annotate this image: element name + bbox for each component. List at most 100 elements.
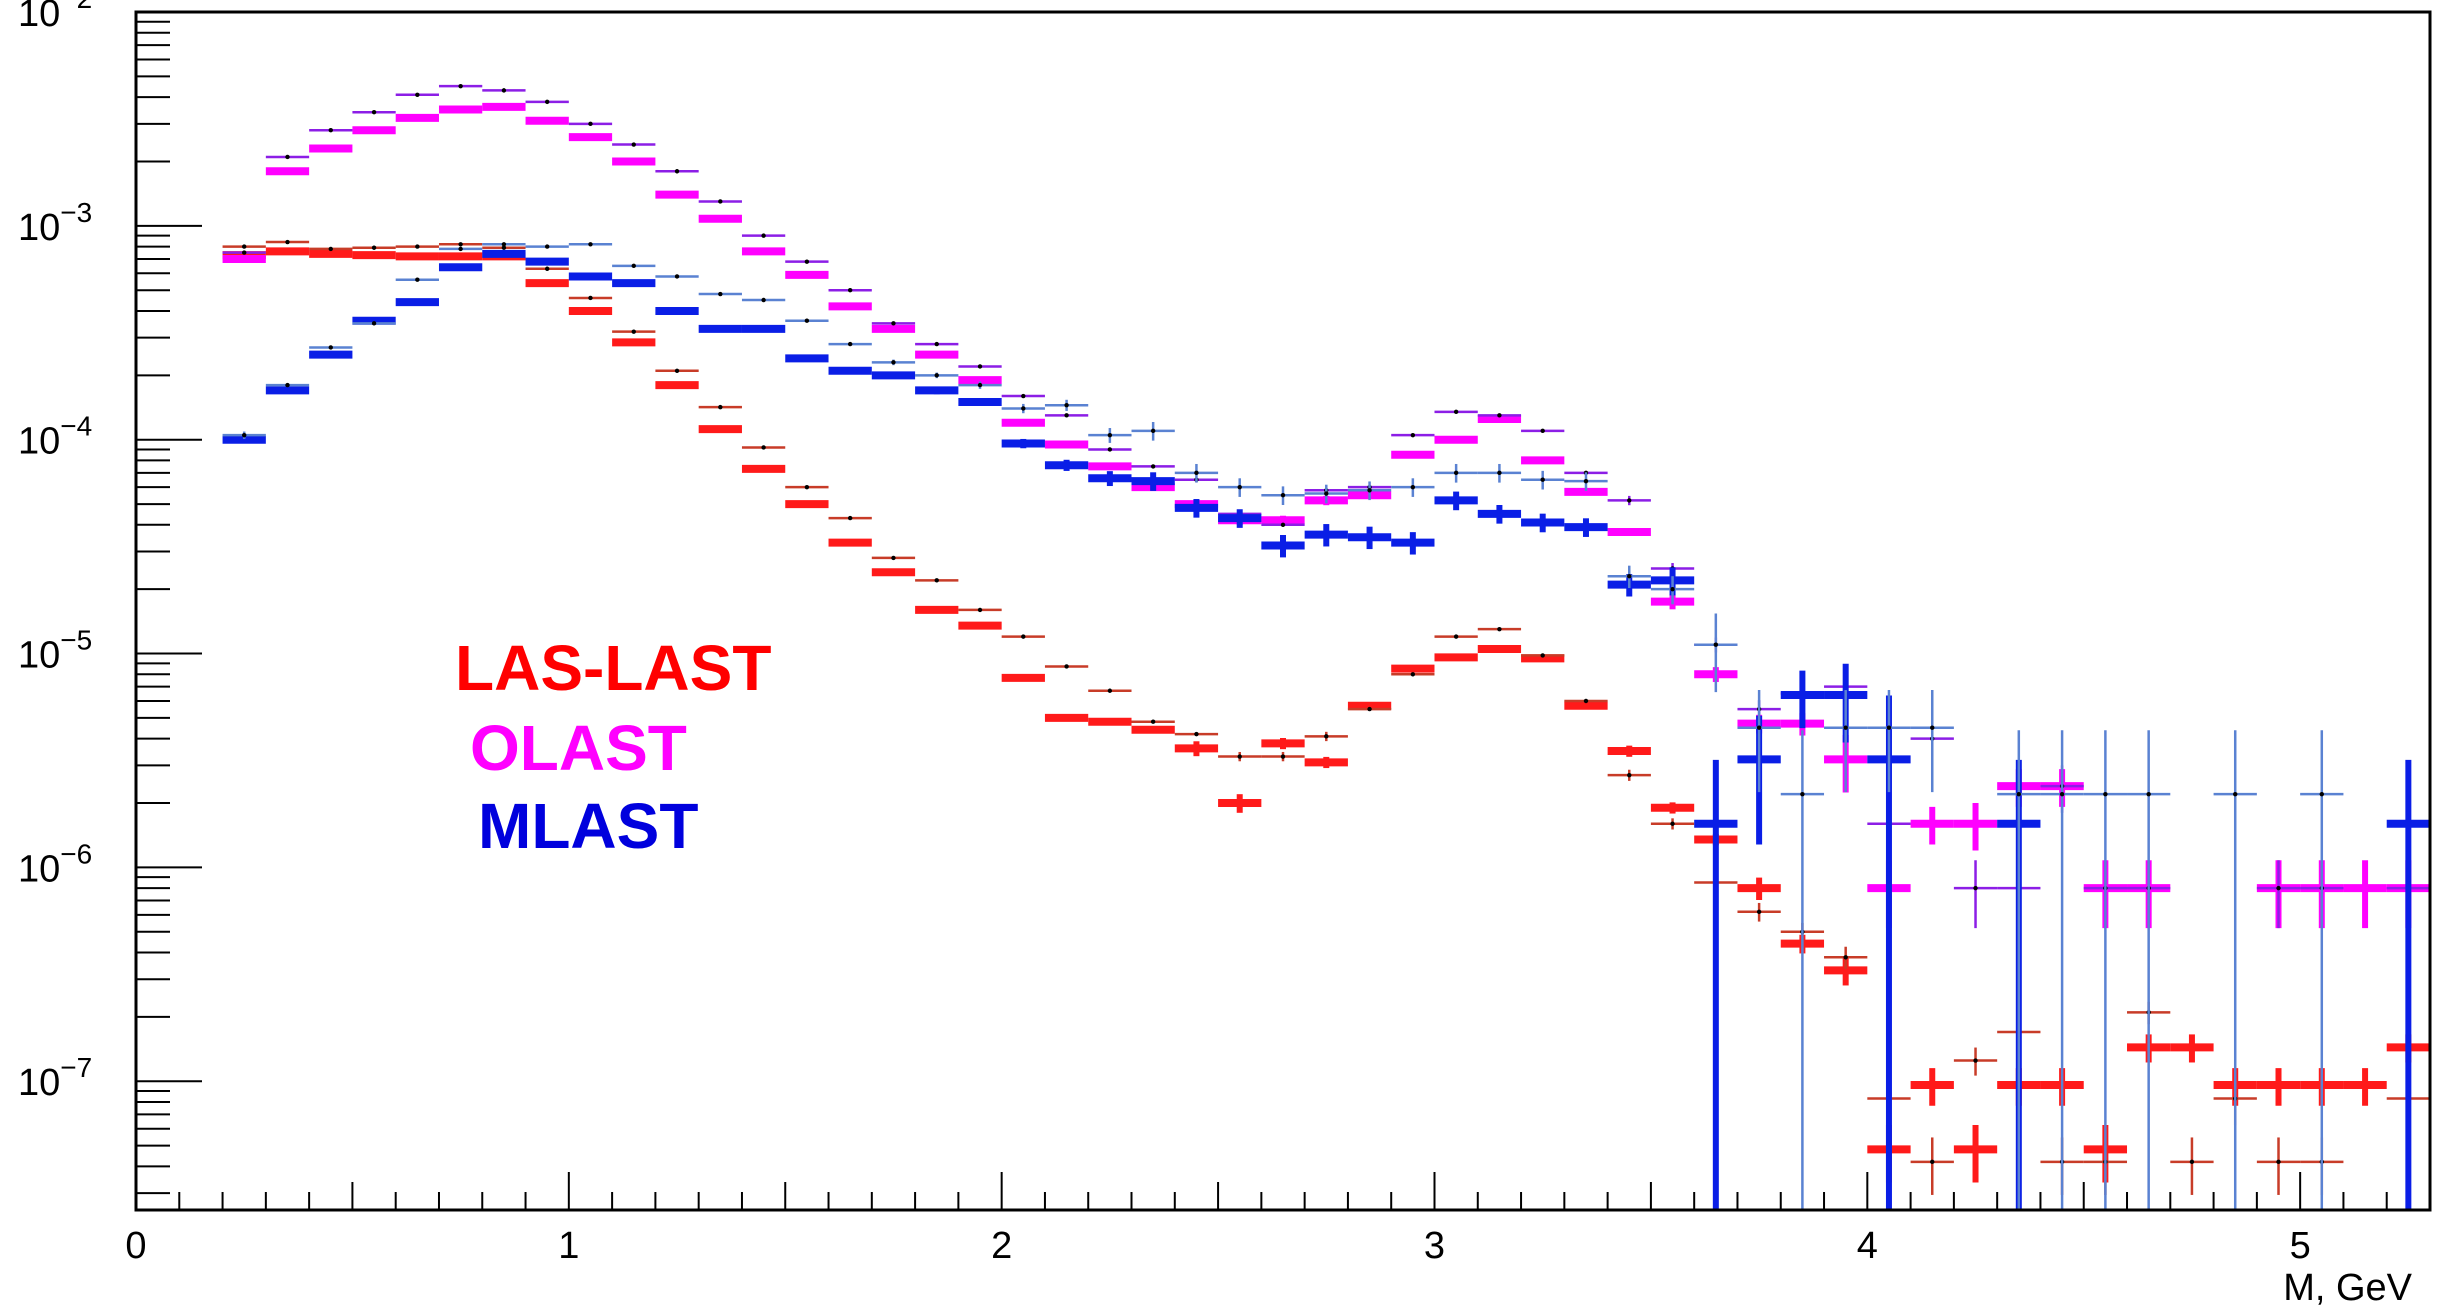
marker <box>761 297 766 303</box>
marker <box>674 368 680 373</box>
data-point <box>1477 463 1522 483</box>
data-point <box>741 297 786 303</box>
data-point <box>1044 413 1089 418</box>
marker <box>674 274 680 279</box>
data-point <box>1564 698 1608 704</box>
marker <box>1930 1159 1935 1165</box>
y-tick-label: 10−3 <box>18 197 92 249</box>
marker <box>1194 731 1199 737</box>
marker <box>891 321 896 326</box>
data-point <box>1477 505 1522 524</box>
data-point <box>655 169 699 174</box>
marker <box>1021 406 1026 411</box>
marker <box>371 109 377 115</box>
marker <box>2233 791 2238 797</box>
data-point <box>1824 690 1868 793</box>
data-point <box>785 259 829 264</box>
data-point <box>612 329 656 334</box>
marker <box>2276 1159 2281 1165</box>
data-point <box>1650 802 1695 814</box>
marker <box>328 128 333 133</box>
data-point <box>1304 731 1348 742</box>
marker <box>1497 470 1502 476</box>
marker <box>544 99 550 105</box>
marker <box>977 364 983 369</box>
marker <box>631 329 636 334</box>
data-point <box>958 364 1002 369</box>
data-point <box>1780 730 1825 1210</box>
data-point <box>2256 860 2301 929</box>
marker <box>371 321 377 326</box>
legend-label-2: MLAST <box>478 790 698 862</box>
data-point <box>1131 464 1175 469</box>
marker <box>2189 1159 2195 1165</box>
data-point <box>958 398 1002 407</box>
marker <box>934 341 939 347</box>
marker <box>977 607 983 613</box>
data-point <box>1001 438 1045 449</box>
data-point <box>352 109 396 115</box>
y-tick-label: 10−4 <box>18 411 92 463</box>
marker <box>1107 688 1113 693</box>
x-tick-label: 4 <box>1857 1225 1878 1267</box>
marker <box>1324 734 1329 739</box>
data-point <box>1218 509 1262 528</box>
marker <box>1627 498 1632 503</box>
data-point <box>1780 670 1825 729</box>
marker <box>1367 706 1372 712</box>
marker <box>847 515 853 521</box>
data-point <box>2386 759 2430 1210</box>
data-point <box>1001 634 1045 639</box>
marker <box>1367 488 1372 493</box>
legend-label-0: LAS-LAST <box>455 632 771 704</box>
data-point <box>1477 413 1522 418</box>
marker <box>458 242 463 247</box>
x-tick-label: 2 <box>991 1225 1012 1267</box>
marker <box>1973 885 1978 891</box>
data-point <box>309 345 353 350</box>
data-point <box>2170 1034 2214 1063</box>
data-point <box>785 484 829 490</box>
data-point <box>1174 731 1219 737</box>
marker <box>501 245 507 250</box>
marker <box>544 244 550 249</box>
data-point <box>1261 738 1305 750</box>
data-point <box>1867 690 1911 793</box>
marker <box>1237 484 1242 490</box>
data-point <box>871 321 916 326</box>
data-point <box>222 244 266 249</box>
marker <box>934 578 939 583</box>
marker <box>501 242 507 247</box>
marker <box>804 259 810 264</box>
marker <box>2016 791 2022 797</box>
marker <box>2103 791 2108 797</box>
data-point <box>1953 860 1998 929</box>
data-point <box>1261 486 1305 506</box>
marker <box>1150 428 1156 434</box>
y-tick-label: 10−2 <box>18 0 92 35</box>
data-point <box>1910 1068 1954 1106</box>
data-point <box>1910 690 1954 793</box>
data-point <box>915 372 959 379</box>
data-point <box>1131 472 1175 491</box>
marker <box>674 169 680 174</box>
data-point <box>1607 565 1651 589</box>
data-point <box>1261 522 1305 527</box>
data-point <box>828 515 872 521</box>
series-0 <box>222 247 2430 1183</box>
marker <box>1107 432 1113 438</box>
marker <box>1280 493 1286 498</box>
data-point <box>525 244 569 249</box>
data-point <box>1737 902 1781 922</box>
marker <box>1886 725 1892 730</box>
data-point <box>1391 532 1435 555</box>
data-point <box>1044 664 1089 669</box>
data-point <box>1131 719 1175 724</box>
marker <box>718 199 723 204</box>
marker <box>1540 653 1545 658</box>
data-point <box>265 382 310 388</box>
marker <box>1756 725 1762 730</box>
marker <box>1324 491 1329 496</box>
data-point <box>1434 634 1478 639</box>
data-point <box>958 381 1002 389</box>
